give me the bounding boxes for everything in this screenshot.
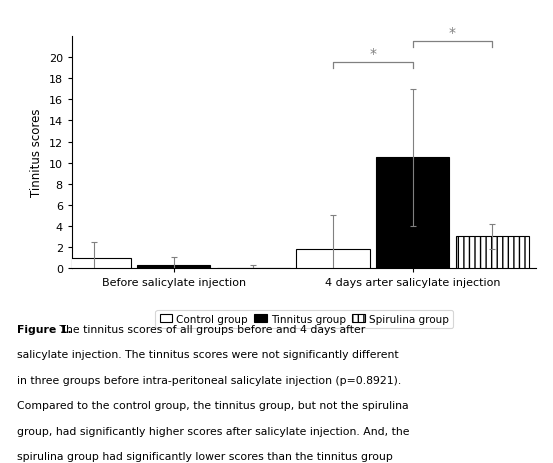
Bar (58, 258, 131, 269)
Bar (137, 265, 210, 269)
Bar (376, 158, 449, 269)
Text: spirulina group had significantly lower scores than the tinnitus group: spirulina group had significantly lower … (17, 451, 393, 462)
Text: salicylate injection. The tinnitus scores were not significantly different: salicylate injection. The tinnitus score… (17, 350, 398, 360)
Text: The tinnitus scores of all groups before and 4 days after: The tinnitus scores of all groups before… (56, 324, 366, 334)
Legend: Control group, Tinnitus group, Spirulina group: Control group, Tinnitus group, Spirulina… (155, 310, 453, 328)
Text: group, had significantly higher scores after salicylate injection. And, the: group, had significantly higher scores a… (17, 426, 409, 436)
Text: in three groups before intra-peritoneal salicylate injection (p=0.8921).: in three groups before intra-peritoneal … (17, 375, 401, 385)
Text: Figure 1.: Figure 1. (17, 324, 71, 334)
Text: *: * (369, 47, 376, 61)
Bar (296, 250, 369, 269)
Bar (217, 268, 290, 269)
Text: *: * (449, 26, 456, 40)
Bar (456, 237, 529, 269)
Text: Compared to the control group, the tinnitus group, but not the spirulina: Compared to the control group, the tinni… (17, 400, 408, 411)
Y-axis label: Tinnitus scores: Tinnitus scores (30, 109, 43, 197)
